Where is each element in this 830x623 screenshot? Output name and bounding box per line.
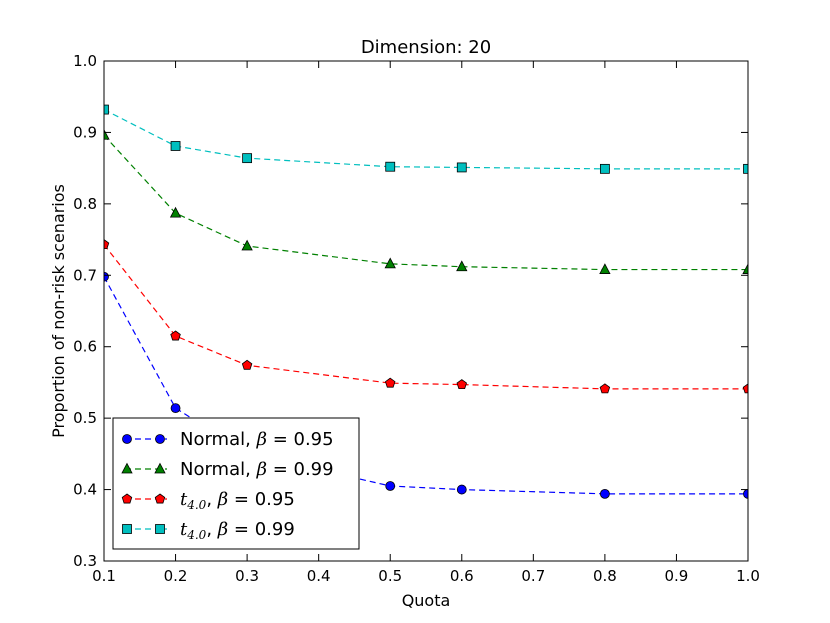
data-point [104, 239, 110, 250]
legend-marker [155, 434, 165, 444]
data-point [599, 163, 610, 174]
series-3 [103, 104, 748, 174]
y-tick-label: 0.5 [73, 409, 97, 427]
legend-marker [155, 524, 165, 534]
data-point [242, 153, 253, 164]
data-point [385, 161, 396, 172]
data-point [456, 260, 468, 272]
y-tick-label: 0.7 [73, 266, 97, 284]
data-point [456, 162, 467, 173]
y-tick-label: 0.8 [73, 195, 97, 213]
ticks-layer: 0.1 0.2 0.3 0.4 0.5 0.6 0.7 0.8 0.9 1.0 0.3 0.4 0.5 0… [73, 52, 760, 585]
legend-marker [154, 462, 166, 474]
x-tick-label: 0.4 [307, 567, 331, 585]
x-tick-label: 0.5 [378, 567, 402, 585]
data-point [104, 271, 109, 282]
legend-label: t4.0, β = 0.95 [180, 489, 295, 512]
data-point [742, 263, 748, 274]
legend-marker [122, 524, 132, 534]
data-point [743, 488, 748, 499]
legend: Normal, β = 0.95 Normal, β = 0.99 t4.0, β … [112, 417, 360, 550]
data-point [384, 257, 396, 269]
data-point [241, 239, 253, 251]
data-point [599, 263, 611, 274]
legend-entry: Normal, β = 0.99 [121, 459, 334, 480]
y-axis-label: Proportion of non-risk scenarios [49, 184, 68, 438]
data-point [599, 383, 611, 394]
x-tick-label: 1.0 [736, 567, 760, 585]
x-tick-label: 0.8 [593, 567, 617, 585]
x-tick-label: 0.1 [92, 567, 116, 585]
data-point [456, 379, 467, 390]
legend-entry: Normal, β = 0.95 [122, 429, 334, 450]
y-tick-label: 0.4 [73, 481, 97, 499]
legend-label: Normal, β = 0.99 [180, 459, 334, 480]
x-tick-label: 0.6 [450, 567, 474, 585]
legend-marker [154, 493, 166, 504]
data-point [104, 104, 109, 115]
plot-frame [103, 60, 749, 562]
data-point [599, 488, 610, 499]
legend-marker [121, 462, 133, 474]
data-point [170, 141, 181, 151]
data-point [456, 484, 467, 495]
legend-marker [122, 434, 132, 444]
legend-entry: t4.0, β = 0.95 [121, 489, 295, 512]
y-tick-label: 0.6 [73, 338, 97, 356]
data-point [742, 383, 748, 394]
series-layer [103, 104, 748, 499]
x-tick-label: 0.7 [521, 567, 545, 585]
legend-marker [121, 493, 133, 504]
data-point [241, 359, 253, 370]
legend-box [112, 417, 360, 550]
chart-title: Dimension: 20 [361, 37, 491, 58]
x-axis-label: Quota [402, 591, 451, 610]
data-point [743, 163, 748, 174]
data-point [169, 206, 182, 218]
y-tick-label: 1.0 [73, 52, 97, 70]
y-tick-label: 0.9 [73, 123, 97, 141]
x-tick-label: 0.9 [665, 567, 689, 585]
data-point [385, 481, 396, 491]
x-tick-label: 0.2 [164, 567, 188, 585]
x-tick-label: 0.3 [235, 567, 259, 585]
data-point [170, 330, 181, 341]
legend-entry: t4.0, β = 0.99 [122, 519, 295, 542]
legend-label: t4.0, β = 0.99 [180, 519, 295, 542]
y-tick-label: 0.3 [73, 552, 97, 570]
data-point [385, 377, 396, 388]
legend-label: Normal, β = 0.95 [180, 429, 334, 450]
series-1 [103, 128, 748, 274]
series-2 [103, 239, 748, 394]
data-point [170, 403, 181, 414]
